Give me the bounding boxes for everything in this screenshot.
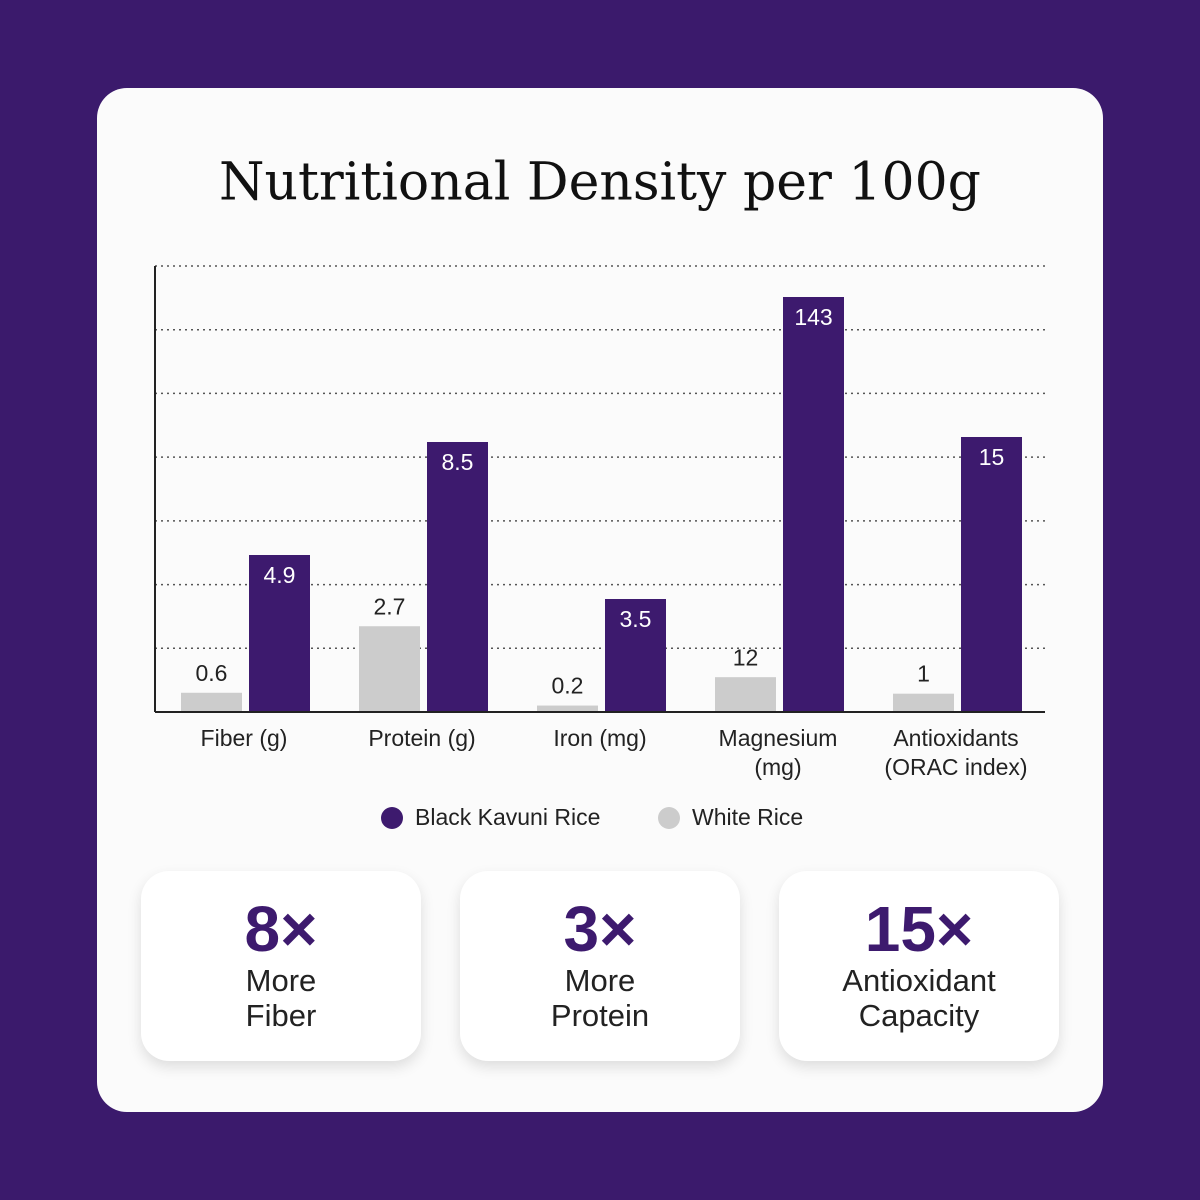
legend-swatch	[381, 807, 403, 829]
bar	[537, 705, 598, 712]
highlight-value: 3×	[563, 893, 637, 965]
legend-label: Black Kavuni Rice	[415, 804, 600, 830]
bar	[715, 677, 776, 712]
x-tick-label: Protein (g)	[368, 725, 476, 751]
x-tick-label: Iron (mg)	[553, 725, 647, 751]
x-tick-label: Magnesium (mg)	[718, 725, 838, 780]
value-label: 2.7	[374, 593, 406, 619]
highlight-card: 8× More Fiber	[141, 871, 421, 1061]
highlight-label: More Protein	[550, 963, 650, 1033]
bar	[605, 599, 666, 712]
bar	[427, 442, 488, 712]
bar	[893, 693, 954, 712]
chart-title: Nutritional Density per 100g	[219, 153, 981, 213]
legend-label: White Rice	[692, 804, 803, 830]
highlight-value: 8×	[244, 893, 318, 965]
bar	[181, 692, 242, 712]
bar	[359, 626, 420, 712]
highlight-card: 15× Antioxidant Capacity	[779, 871, 1059, 1061]
highlight-card: 3× More Protein	[460, 871, 740, 1061]
value-label: 15	[979, 444, 1005, 470]
value-label: 143	[794, 304, 832, 330]
highlight-label: More Fiber	[245, 963, 317, 1033]
value-label: 0.2	[552, 673, 584, 699]
x-tick-label: Fiber (g)	[200, 725, 288, 751]
bar	[249, 555, 310, 712]
value-label: 0.6	[196, 660, 228, 686]
bar	[783, 297, 844, 712]
legend-swatch	[658, 807, 680, 829]
highlight-label: Antioxidant Capacity	[842, 963, 996, 1033]
bar	[961, 437, 1022, 712]
value-label: 1	[917, 661, 930, 687]
value-label: 8.5	[442, 449, 474, 475]
highlight-value: 15×	[864, 893, 974, 965]
value-label: 4.9	[264, 562, 296, 588]
value-label: 3.5	[620, 606, 652, 632]
value-label: 12	[733, 644, 759, 670]
x-tick-label: Antioxidants (ORAC index)	[884, 725, 1028, 780]
